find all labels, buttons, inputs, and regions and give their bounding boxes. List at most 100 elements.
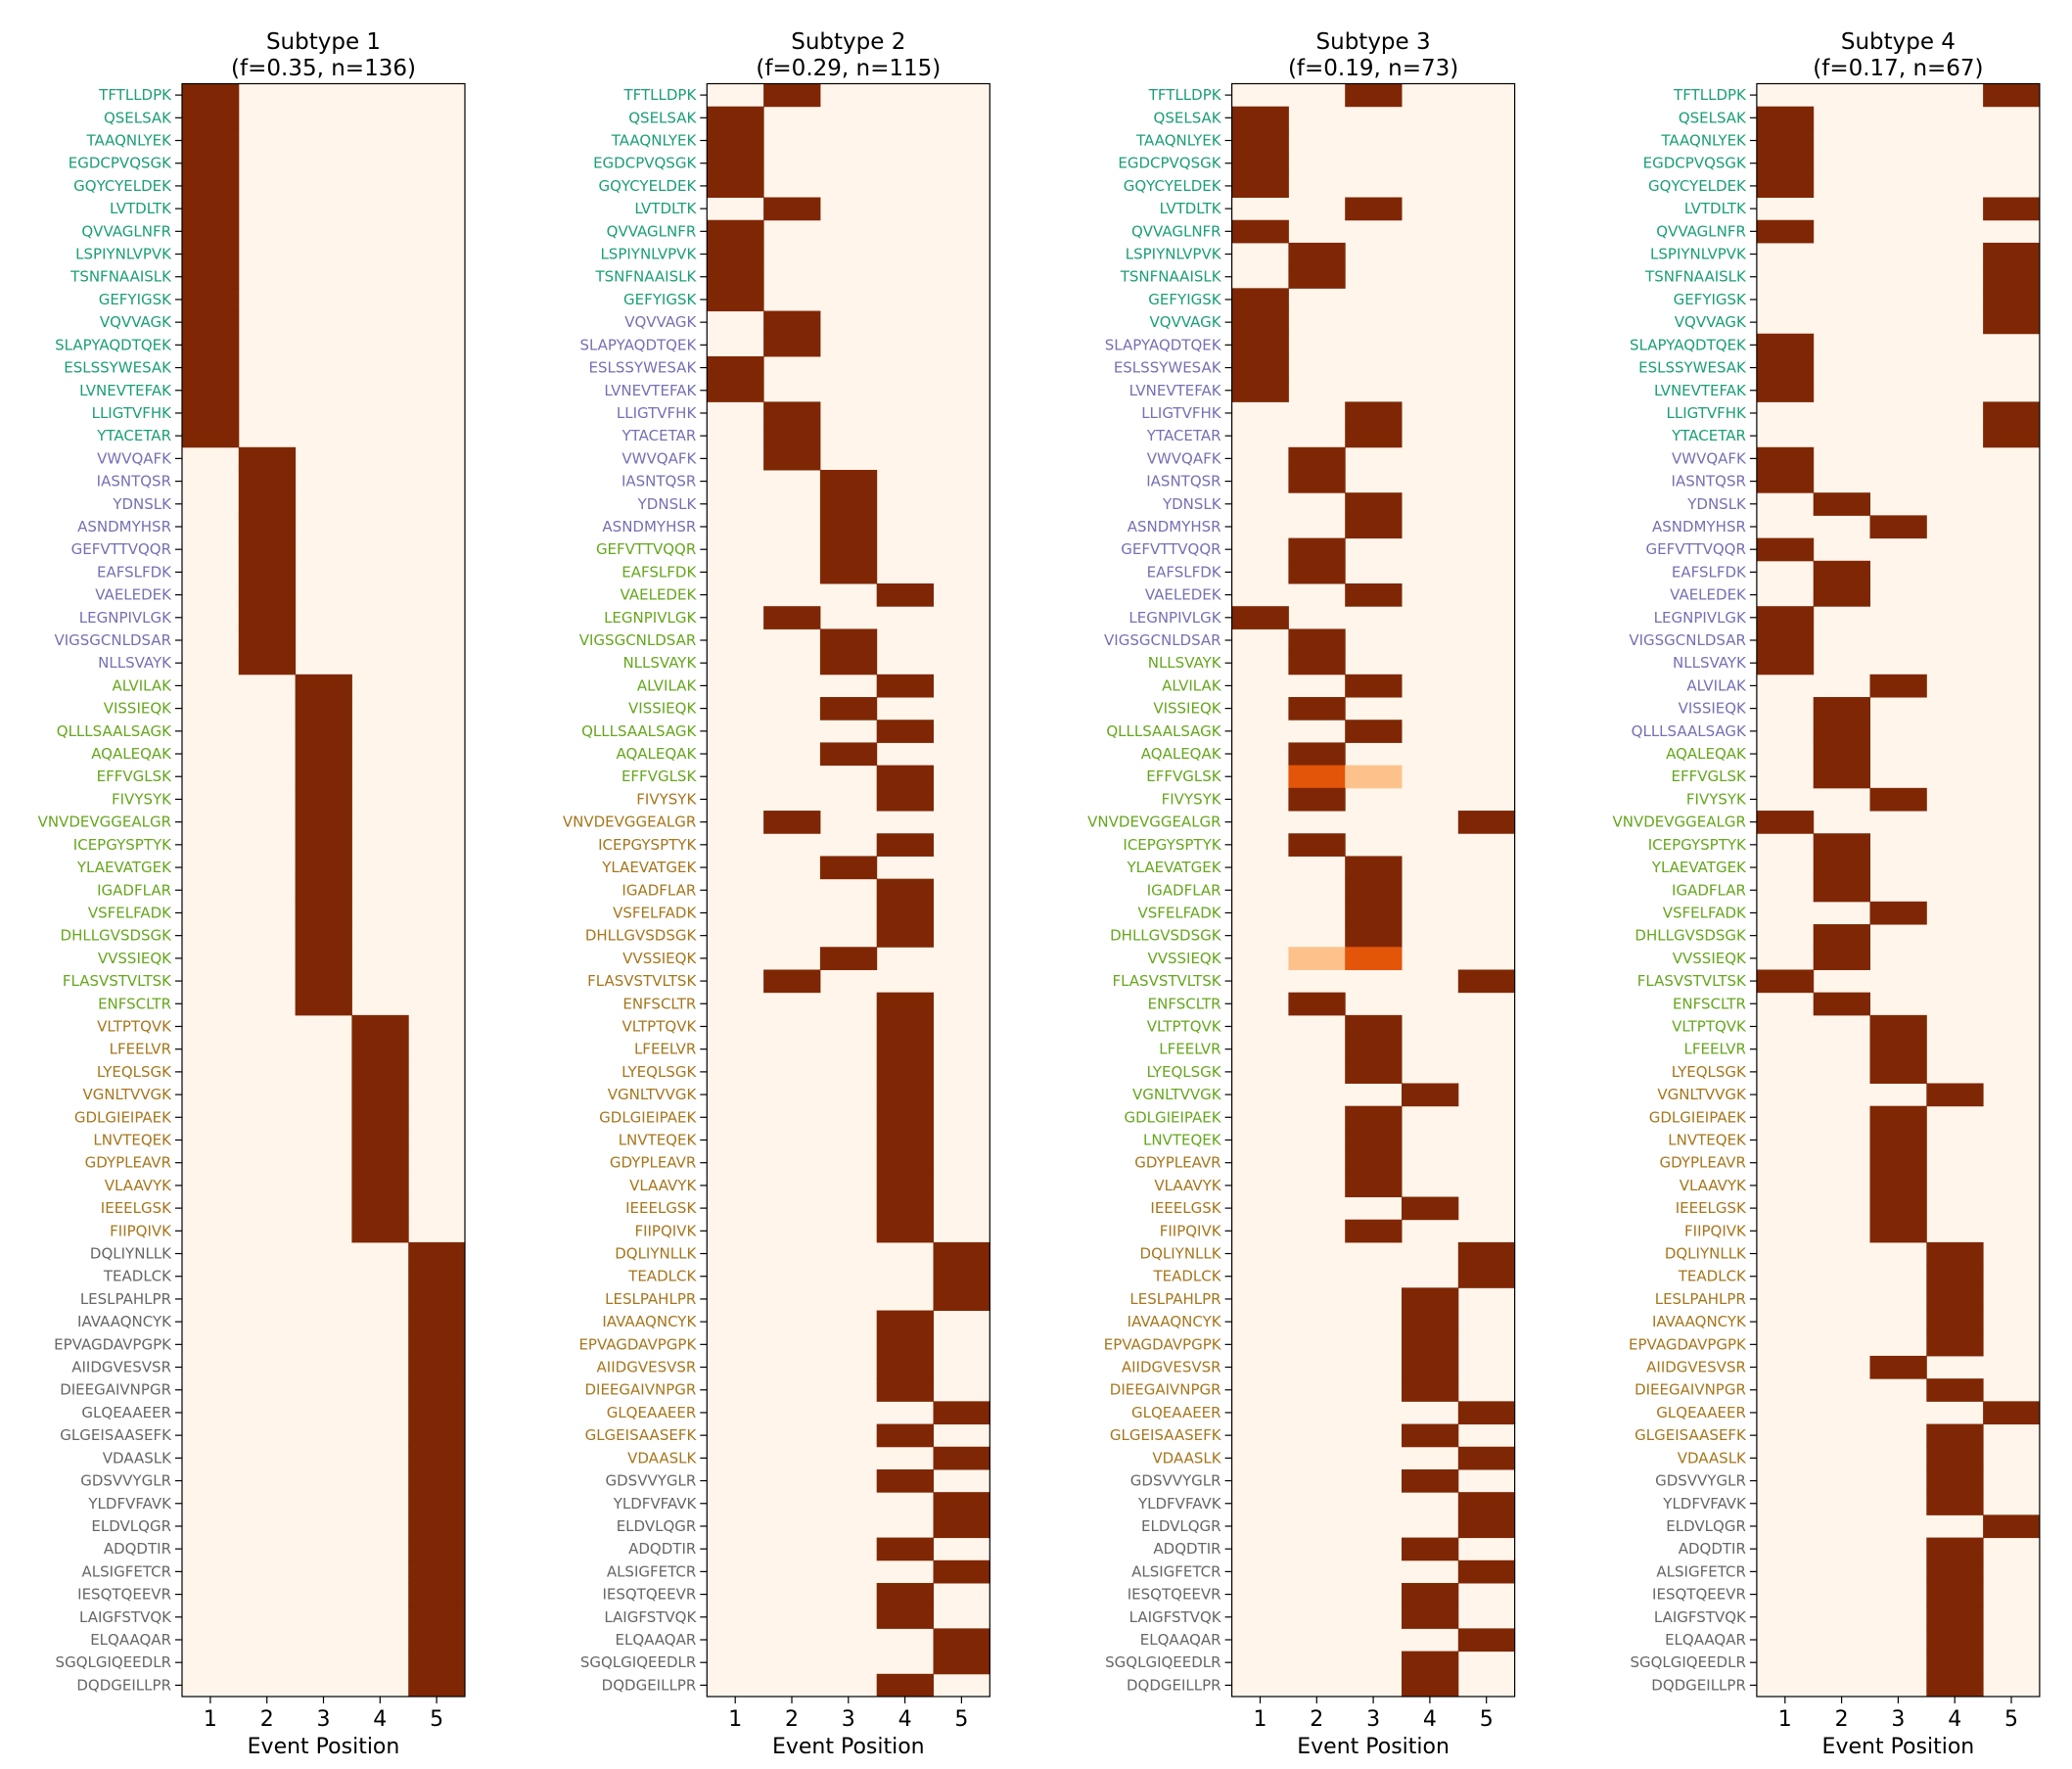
heatmap-cell — [933, 1241, 990, 1266]
x-tick-label: 1 — [1254, 1707, 1267, 1732]
heatmap-cell — [819, 856, 878, 880]
heatmap-cell — [1756, 355, 1815, 380]
row-label: EAFSLFDK — [97, 563, 172, 581]
row-label: IGADFLAR — [622, 881, 696, 899]
row-label: ELDVLQGR — [1141, 1517, 1221, 1535]
row-label: IESQTQEEVR — [77, 1586, 171, 1604]
heatmap-cell — [408, 1332, 466, 1357]
x-tick-label: 4 — [1423, 1707, 1437, 1732]
heatmap-cell — [1813, 924, 1870, 948]
heatmap-cell — [707, 242, 764, 266]
row-label: LEGNPIVLGK — [1654, 609, 1747, 627]
heatmap-cell — [933, 1628, 990, 1653]
row-label: EAFSLFDK — [1147, 563, 1222, 581]
row-label: LSPIYNLVPVK — [1126, 246, 1222, 263]
heatmap-cell — [1926, 1628, 1984, 1653]
row-label: VDAASLK — [627, 1449, 697, 1466]
row-label: ADQDTIR — [1153, 1540, 1220, 1558]
row-label: GEFYIGSK — [99, 291, 172, 308]
row-label: ELDVLQGR — [617, 1517, 697, 1535]
row-label: AIIDGVESVSR — [597, 1359, 697, 1376]
row-label: VWVQAFK — [97, 449, 172, 467]
heatmap-cell — [408, 1606, 466, 1629]
x-tick-label: 5 — [2004, 1707, 2018, 1732]
heatmap-cell — [1231, 606, 1289, 629]
row-label: LSPIYNLVPVK — [1650, 246, 1747, 263]
row-label: FLASVSTVLTSK — [1112, 972, 1221, 990]
heatmap-cell — [408, 1492, 466, 1515]
row-label: LYEQLSGK — [622, 1063, 697, 1081]
row-label: LAIGFSTVQK — [79, 1608, 172, 1626]
row-label: VSFELFADK — [1137, 904, 1221, 921]
heatmap-cell — [351, 1151, 409, 1175]
row-label: YLAEVATGEK — [1126, 859, 1221, 876]
row-label: GDYPLEAVR — [85, 1154, 171, 1172]
row-label: SGQLGIQEEDLR — [1105, 1653, 1220, 1671]
row-label: YLAEVATGEK — [1651, 859, 1747, 876]
heatmap-cell — [1869, 1151, 1927, 1175]
heatmap-cell — [1756, 606, 1815, 629]
heatmap-cell — [295, 924, 352, 948]
row-label: QLLLSAALSAGK — [57, 722, 172, 740]
heatmap-cell — [876, 901, 934, 925]
heatmap-cell — [1983, 1401, 2041, 1425]
heatmap-cell — [182, 310, 240, 335]
row-label: NLLSVAYK — [1148, 654, 1222, 672]
heatmap-cell — [933, 1560, 990, 1584]
subtype-panel-1: Subtype 1(f=0.35, n=136) TFTLLDPK QSELSAK T… — [38, 29, 466, 1759]
row-label: YLDFVFAVK — [1137, 1495, 1222, 1513]
heatmap-cell — [1288, 446, 1346, 471]
heatmap-cell — [763, 424, 821, 448]
row-label: TSNFNAAISLK — [69, 268, 172, 286]
row-label: LLIGTVFHK — [92, 404, 173, 422]
heatmap-cell — [1345, 492, 1403, 516]
row-label: ESLSSYWESAK — [64, 359, 172, 377]
heatmap-cell — [1231, 219, 1289, 244]
row-label: YDNSLK — [1162, 495, 1222, 513]
row-label: ENFSCLTR — [1673, 995, 1746, 1012]
heatmap-cell — [1926, 1537, 1984, 1561]
row-label: GDSVVYGLR — [606, 1472, 697, 1490]
row-label: NLLSVAYK — [622, 654, 697, 672]
heatmap-cell — [876, 1606, 934, 1629]
subtype-panel-2: Subtype 2(f=0.29, n=115) TFTLLDPK QSELSAK T… — [563, 29, 990, 1759]
heatmap-cell — [1756, 446, 1815, 471]
heatmap-cell — [1288, 628, 1346, 653]
row-label: ELQAAQAR — [615, 1631, 696, 1649]
row-label: TEADLCK — [1152, 1268, 1221, 1285]
heatmap-cell — [1457, 1241, 1516, 1266]
row-label: AQALEQAK — [616, 745, 697, 763]
heatmap-cell — [1231, 355, 1289, 380]
row-label: IASNTQSR — [1672, 473, 1746, 490]
heatmap-cell — [1345, 424, 1403, 448]
row-label: ADQDTIR — [628, 1540, 696, 1558]
row-label: FIIPQIVK — [634, 1222, 697, 1239]
panel-subtitle: (f=0.35, n=136) — [231, 56, 416, 81]
heatmap-cell — [408, 1582, 466, 1606]
row-label: LESLPAHLPR — [1129, 1290, 1220, 1308]
heatmap-cell — [876, 1196, 934, 1221]
row-label: VQVVAGK — [624, 313, 697, 331]
heatmap-cell — [819, 742, 878, 767]
heatmap-cell — [1345, 878, 1403, 903]
row-label: QSELSAK — [104, 109, 172, 126]
heatmap-cell — [295, 969, 352, 994]
heatmap-cell — [1457, 1265, 1516, 1288]
row-label: FIIPQIVK — [1160, 1222, 1222, 1239]
heatmap-cell — [408, 1401, 466, 1425]
heatmap-cell — [295, 787, 352, 812]
heatmap-cell — [1288, 560, 1346, 584]
heatmap-cell — [1983, 83, 2041, 108]
row-label: LESLPAHLPR — [80, 1290, 171, 1308]
row-label: VIGSGCNLDSAR — [579, 631, 697, 649]
row-label: ALSIGFETCR — [1656, 1562, 1745, 1580]
row-label: TEADLCK — [1678, 1268, 1747, 1285]
row-label: FLASVSTVLTSK — [587, 972, 697, 990]
heatmap-cell — [763, 401, 821, 426]
x-axis-label: Event Position — [1297, 1735, 1450, 1759]
row-label: GDSVVYGLR — [1655, 1472, 1746, 1490]
row-label: DQDGEILLPR — [1127, 1676, 1221, 1694]
heatmap-cell — [876, 1128, 934, 1152]
heatmap-cell — [876, 1332, 934, 1357]
row-label: VAELEDEK — [621, 586, 698, 604]
